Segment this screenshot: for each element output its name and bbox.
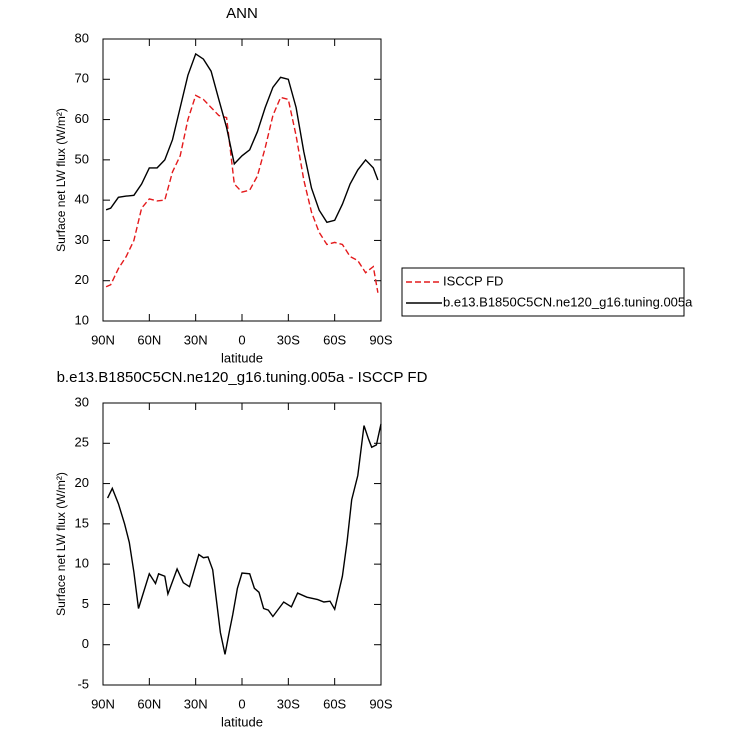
x-tick-label: 0 (238, 696, 245, 711)
y-tick-label: 30 (75, 394, 89, 409)
y-tick-label: 25 (75, 435, 89, 450)
chart-title: ANN (226, 5, 258, 22)
x-axis-label: latitude (221, 350, 263, 365)
legend-label: b.e13.B1850C5CN.ne120_g16.tuning.005a (443, 294, 693, 309)
data-line (106, 423, 382, 655)
x-tick-label: 30N (184, 332, 208, 347)
y-tick-label: 10 (75, 556, 89, 571)
plot-frame (102, 38, 382, 322)
plot-frame (102, 402, 382, 686)
y-tick-label: 30 (75, 232, 89, 247)
legend-box (401, 267, 685, 317)
y-tick-label: 60 (75, 111, 89, 126)
x-axis-label: latitude (221, 714, 263, 729)
y-tick-label: 80 (75, 30, 89, 45)
x-tick-label: 30S (277, 332, 300, 347)
y-tick-label: 20 (75, 475, 89, 490)
legend-label: ISCCP FD (443, 273, 503, 288)
y-tick-label: 5 (82, 596, 89, 611)
y-axis-label: Surface net LW flux (W/m²) (54, 108, 68, 252)
data-line (105, 52, 379, 224)
x-tick-label: 60S (323, 696, 346, 711)
y-tick-label: 10 (75, 312, 89, 327)
y-axis-label: Surface net LW flux (W/m²) (54, 472, 68, 616)
y-tick-label: 15 (75, 515, 89, 530)
x-tick-label: 60S (323, 332, 346, 347)
y-tick-label: 50 (75, 151, 89, 166)
x-tick-label: 90N (91, 332, 115, 347)
x-tick-label: 30S (277, 696, 300, 711)
x-tick-label: 90S (369, 696, 392, 711)
y-tick-label: 70 (75, 71, 89, 86)
x-tick-label: 60N (137, 696, 161, 711)
x-tick-label: 60N (137, 332, 161, 347)
y-tick-label: 40 (75, 192, 89, 207)
x-tick-label: 30N (184, 696, 208, 711)
y-tick-label: 0 (82, 636, 89, 651)
chart-title: b.e13.B1850C5CN.ne120_g16.tuning.005a - … (57, 369, 428, 386)
x-tick-label: 90N (91, 696, 115, 711)
data-line (105, 94, 379, 293)
x-tick-label: 0 (238, 332, 245, 347)
y-tick-label: -5 (77, 676, 89, 691)
y-tick-label: 20 (75, 272, 89, 287)
x-tick-label: 90S (369, 332, 392, 347)
